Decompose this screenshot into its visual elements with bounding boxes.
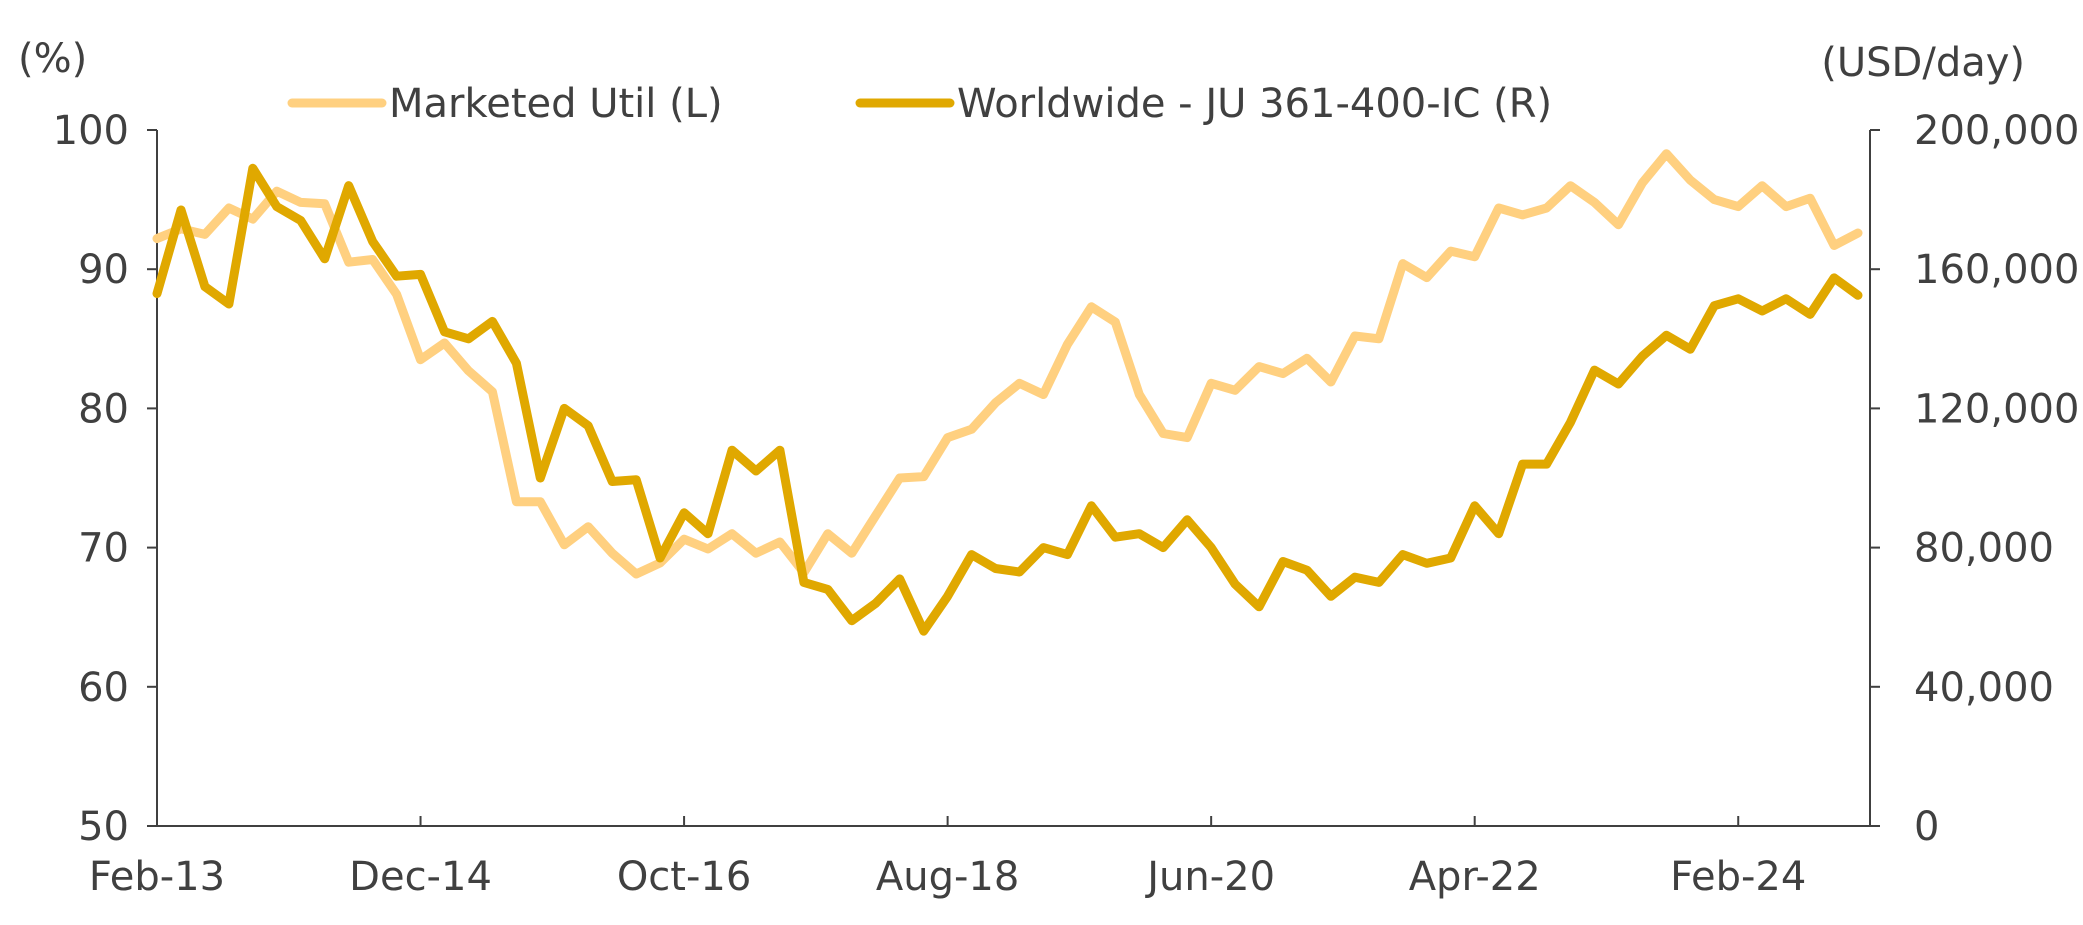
legend: Marketed Util (L) Worldwide - JU 361-400…: [287, 81, 1552, 127]
left-tick-label: 60: [78, 665, 129, 711]
x-tick-label: Jun-20: [1144, 854, 1275, 900]
right-tick-label: 0: [1914, 804, 1939, 850]
x-axis-ticks: Feb-13 Dec-14 Oct-16 Aug-18 Jun-20 Apr-22 Feb-…: [89, 816, 1806, 900]
right-tick-label: 200,000: [1914, 108, 2079, 154]
x-tick-label: Apr-22: [1409, 854, 1541, 900]
series-line-marketed-util: [152, 149, 1863, 579]
right-axis-unit-label: (USD/day): [1821, 40, 2025, 86]
legend-label-worldwide-ju: Worldwide - JU 361-400-IC (R): [957, 81, 1552, 127]
left-tick-label: 100: [53, 108, 129, 154]
left-tick-label: 80: [78, 386, 129, 432]
right-axis-ticks: 0 40,000 80,000 120,000 160,000 200,000: [1870, 108, 2079, 850]
legend-label-marketed-util: Marketed Util (L): [389, 81, 723, 127]
left-tick-label: 90: [78, 247, 129, 293]
left-axis-unit-label: (%): [18, 36, 87, 82]
x-tick-label: Feb-13: [89, 854, 225, 900]
series-layer: [152, 149, 1863, 636]
left-axis-ticks: 50 60 70 80 90 100: [53, 108, 157, 850]
right-tick-label: 40,000: [1914, 665, 2054, 711]
left-tick-label: 50: [78, 804, 129, 850]
x-tick-label: Dec-14: [349, 854, 492, 900]
x-tick-label: Aug-18: [876, 854, 1019, 900]
left-tick-label: 70: [78, 526, 129, 572]
right-tick-label: 80,000: [1914, 526, 2054, 572]
x-tick-label: Oct-16: [617, 854, 752, 900]
right-tick-label: 120,000: [1914, 386, 2079, 432]
right-tick-label: 160,000: [1914, 247, 2079, 293]
x-tick-label: Feb-24: [1670, 854, 1806, 900]
series-line-worldwide-ju: [152, 163, 1863, 636]
